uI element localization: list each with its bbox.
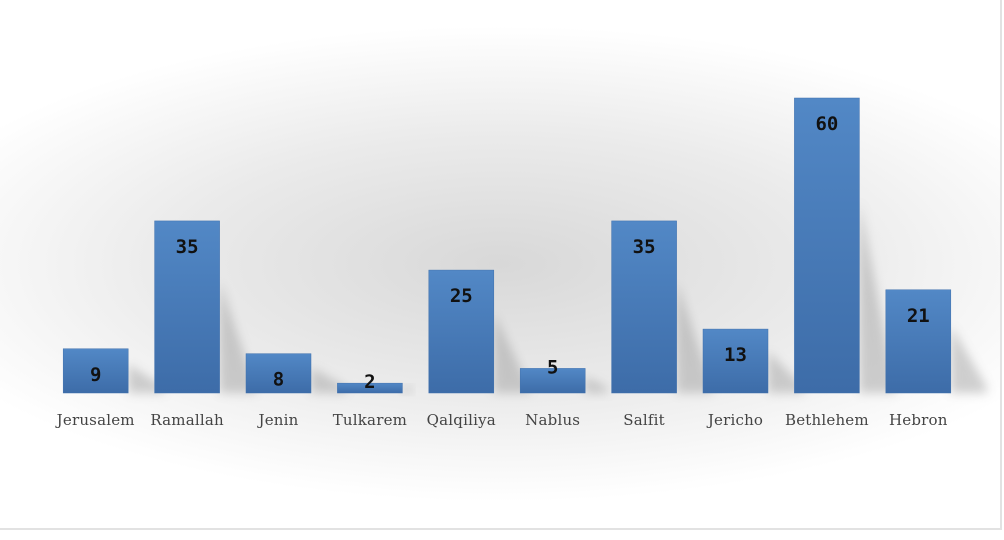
category-label-ramallah: Ramallah	[150, 411, 224, 429]
bar-nablus	[519, 368, 586, 394]
bar-salfit	[611, 220, 677, 394]
bar-qalqiliya	[428, 269, 495, 394]
category-labels: Jerusalem Ramallah Jenin Tulkarem Qalqiliya N…	[55, 411, 948, 429]
data-label-jericho: 13	[724, 344, 747, 366]
bar-jerusalem	[62, 348, 129, 394]
bar-shadow-nablus	[585, 377, 608, 393]
bar-shadow-hebron	[950, 325, 987, 393]
data-label-bethlehem: 60	[815, 113, 838, 135]
category-label-qalqiliya: Qalqiliya	[427, 411, 496, 429]
data-label-tulkarem: 2	[364, 371, 375, 393]
bar-jericho	[702, 328, 769, 394]
data-label-nablus: 5	[547, 356, 558, 378]
bar-ramallah	[154, 220, 220, 394]
bar-tulkarem	[337, 382, 403, 394]
bar-shadow-tulkarem	[402, 386, 412, 393]
category-label-hebron: Hebron	[889, 411, 948, 429]
bar-jenin	[245, 353, 312, 394]
data-label-salfit: 35	[633, 236, 656, 258]
category-label-salfit: Salfit	[623, 411, 665, 429]
chart-frame: 9 35 8 2 25 5 35 13 60 21 Jerusalem Ramallah Jenin T…	[0, 0, 1002, 530]
category-label-jerusalem: Jerusalem	[55, 411, 135, 429]
data-label-jenin: 8	[273, 369, 284, 391]
bar-bethlehem	[794, 97, 860, 394]
data-label-ramallah: 35	[176, 236, 199, 258]
category-label-bethlehem: Bethlehem	[785, 411, 869, 429]
category-label-jenin: Jenin	[256, 411, 298, 429]
data-label-hebron: 21	[907, 305, 930, 327]
data-label-jerusalem: 9	[90, 364, 101, 386]
bar-hebron	[885, 289, 952, 394]
bars	[62, 97, 952, 394]
category-label-tulkarem: Tulkarem	[333, 411, 407, 429]
data-labels: 9 35 8 2 25 5 35 13 60 21	[90, 113, 930, 393]
category-label-jericho: Jericho	[706, 411, 763, 429]
category-label-nablus: Nablus	[525, 411, 580, 429]
data-label-qalqiliya: 25	[450, 285, 473, 307]
